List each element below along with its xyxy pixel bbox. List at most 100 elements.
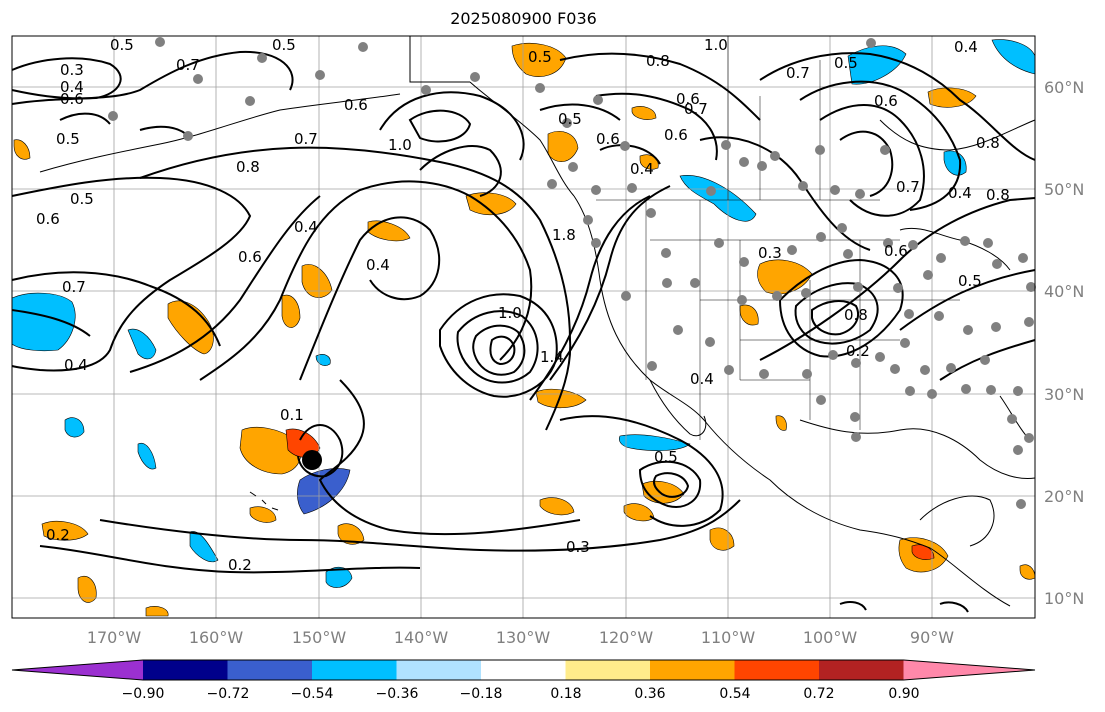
orange-region	[167, 300, 214, 355]
map-frame	[11, 35, 1036, 619]
colorbar-tick-label: −0.54	[291, 686, 334, 702]
contour-label: 0.2	[846, 342, 870, 360]
orange-region	[337, 523, 365, 545]
blue-region	[137, 442, 157, 470]
blue-region	[679, 175, 757, 222]
lat-label: 40°N	[1044, 282, 1084, 301]
alaska-coast	[409, 36, 575, 197]
lat-label: 60°N	[1044, 78, 1084, 97]
contour-label: 0.6	[676, 90, 700, 108]
contour-label: 0.3	[758, 244, 782, 262]
blue-region	[64, 417, 85, 438]
contour-label: 0.8	[646, 52, 670, 70]
blue-region	[619, 434, 691, 451]
colorbar-segment	[312, 660, 397, 680]
colorbar-extend-min	[12, 660, 143, 680]
contour-label: 0.5	[70, 190, 94, 208]
contour-label: 0.8	[986, 186, 1010, 204]
lat-label: 30°N	[1044, 385, 1084, 404]
contour-label: 0.7	[294, 130, 318, 148]
aleutians	[39, 93, 401, 173]
hudson	[879, 119, 1036, 151]
contour-label: 0.5	[56, 130, 80, 148]
contour-lines	[11, 50, 1036, 613]
lat-label: 50°N	[1044, 180, 1084, 199]
contour-label: 1.4	[540, 348, 564, 366]
contour-label: 0.5	[528, 48, 552, 66]
colorbar-tick-label: 0.18	[550, 686, 581, 702]
lon-label: 100°W	[803, 628, 858, 647]
baja	[649, 379, 707, 437]
shaded-anomalies	[11, 39, 1036, 617]
contour-label: 1.8	[552, 226, 576, 244]
latitude-labels: 60°N 50°N 40°N 30°N 20°N 10°N	[1044, 78, 1084, 608]
contour-label: 0.4	[294, 218, 318, 236]
contour-label: 0.3	[566, 538, 590, 556]
contour-label: 1.0	[388, 136, 412, 154]
contour-label: 0.7	[896, 178, 920, 196]
contour-label: 0.8	[844, 306, 868, 324]
colorbar-tick-label: −0.90	[122, 686, 165, 702]
orange-region	[13, 139, 31, 160]
contour-label: 0.6	[238, 248, 262, 266]
orange-region	[145, 606, 169, 617]
colorbar-segment	[227, 660, 313, 680]
contour-label: 0.4	[690, 370, 714, 388]
contour-label: 0.6	[884, 242, 908, 260]
contour-label: 0.6	[874, 92, 898, 110]
blue-region	[847, 45, 907, 85]
blue-region	[11, 292, 76, 352]
colorbar-segment	[565, 660, 651, 680]
colorbar-tick-label: 0.36	[634, 686, 665, 702]
storm-center-marker	[302, 450, 322, 470]
contour-label: 0.4	[64, 356, 88, 374]
lon-label: 150°W	[292, 628, 347, 647]
orange-region	[301, 264, 333, 298]
colorbar-tick-label: −0.18	[460, 686, 503, 702]
longitude-labels: 170°W 160°W 150°W 140°W 130°W 120°W 110°…	[87, 628, 954, 647]
colorbar-segment	[481, 660, 566, 680]
contour-label: 1.0	[704, 36, 728, 54]
contour-label: 0.6	[664, 126, 688, 144]
contour-label: 0.5	[654, 448, 678, 466]
colorbar-extend-max	[903, 660, 1035, 680]
contour-labels: 0.3 0.4 0.6 0.7 0.5 0.5 0.6 0.5 0.5 0.7 …	[36, 36, 1010, 574]
borders	[596, 36, 960, 440]
orange-region	[739, 304, 759, 326]
orange-region	[539, 497, 575, 516]
orange-region	[547, 131, 579, 162]
orange-region	[511, 43, 567, 77]
contour-label: 0.5	[834, 54, 858, 72]
contour-label: 0.4	[954, 38, 978, 56]
contour-label: 0.4	[366, 256, 390, 274]
coastlines	[39, 36, 1036, 607]
orange-region	[281, 294, 301, 328]
orange-region	[41, 521, 89, 541]
station-dots	[108, 37, 1036, 509]
blue-region	[297, 468, 351, 515]
orange-region	[775, 415, 787, 431]
lon-label: 140°W	[394, 628, 449, 647]
orange-region	[631, 106, 657, 120]
contour-label: 0.4	[60, 78, 84, 96]
colorbar-outline	[11, 659, 1036, 681]
contour-label: 0.7	[684, 100, 708, 118]
contour-label: 1.0	[498, 304, 522, 322]
orange-region	[249, 506, 277, 523]
colorbar-tick-label: 0.90	[888, 686, 919, 702]
contour-label: 0.6	[36, 210, 60, 228]
colorbar-tick-label: −0.72	[207, 686, 250, 702]
lat-label: 20°N	[1044, 487, 1084, 506]
contour-label: 0.6	[596, 130, 620, 148]
lon-label: 110°W	[701, 628, 756, 647]
colorbar-tick-label: −0.36	[376, 686, 419, 702]
blue-region	[325, 566, 353, 588]
contour-label: 0.4	[948, 184, 972, 202]
yucatan	[919, 495, 995, 547]
map-title: 2025080900 F036	[450, 9, 597, 28]
orange-region	[239, 427, 302, 475]
blue-region	[127, 328, 157, 360]
contour-label: 0.5	[958, 272, 982, 290]
colorbar-segment	[734, 660, 820, 680]
